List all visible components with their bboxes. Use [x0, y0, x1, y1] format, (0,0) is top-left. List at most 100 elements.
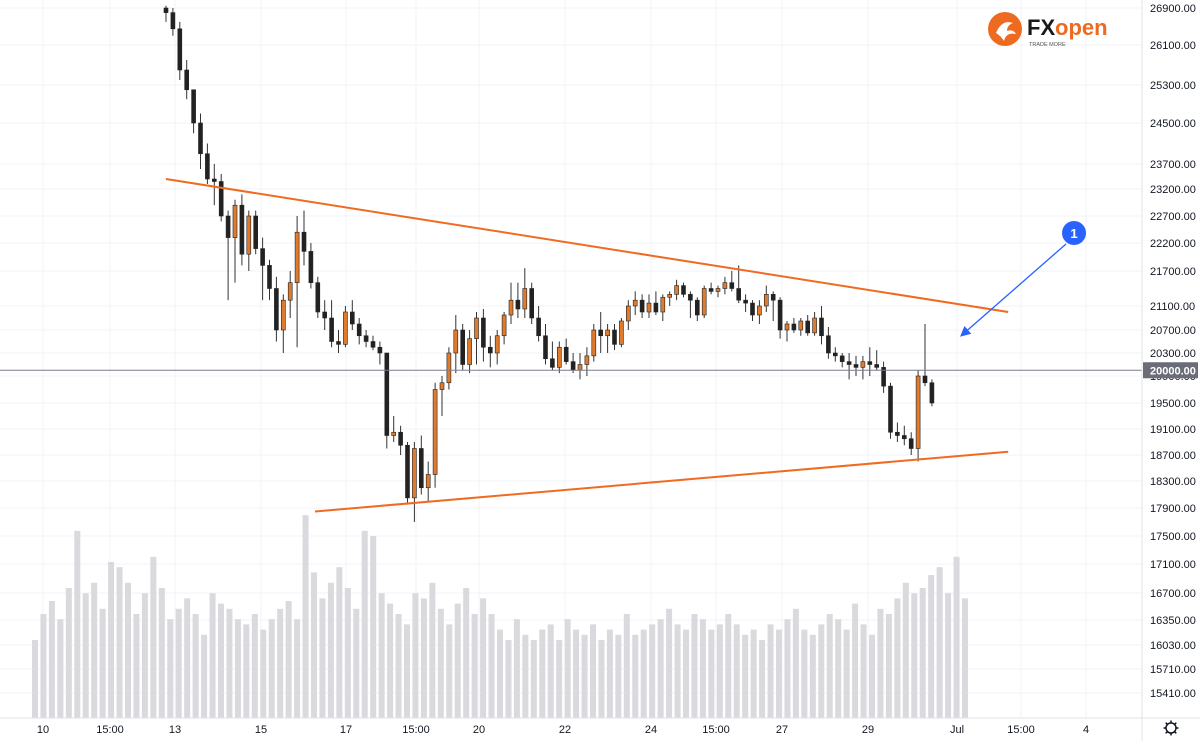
annotation-badge — [1062, 221, 1086, 245]
candle-down — [819, 317, 824, 337]
candle-down — [881, 367, 886, 387]
volume-bar — [125, 582, 131, 718]
candle-down — [867, 361, 873, 365]
candle-down — [487, 346, 493, 354]
volume-bar — [65, 588, 72, 718]
candle-up — [494, 335, 500, 354]
volume-bar — [412, 593, 419, 718]
candle-down — [315, 282, 321, 313]
candles — [163, 5, 935, 522]
volume-bar — [877, 608, 884, 718]
volume-bar — [843, 629, 850, 718]
candle-up — [577, 364, 583, 371]
y-tick-label: 18300.00 — [1150, 476, 1196, 488]
settings-gear-icon[interactable] — [1163, 720, 1179, 736]
candle-down — [853, 364, 859, 368]
current-price-label: 20000.00 — [1150, 365, 1196, 377]
volume-bar — [251, 614, 258, 718]
candle-up — [391, 431, 397, 436]
price-axis[interactable]: 26900.00 26100.00 25300.00 24500.00 23700.00… — [1141, 0, 1198, 741]
candle-up — [763, 294, 769, 307]
candle-up — [294, 231, 300, 283]
volume-bar — [716, 624, 723, 718]
candle-down — [329, 317, 334, 342]
candle-down — [543, 335, 548, 360]
candle-up — [915, 375, 921, 449]
grid — [0, 0, 1142, 718]
candle-down — [163, 7, 169, 13]
candle-up — [722, 282, 728, 289]
x-tick-label: 13 — [169, 724, 181, 736]
volume-bar — [370, 536, 377, 718]
candle-up — [425, 474, 431, 489]
y-tick-label: 22200.00 — [1150, 238, 1196, 250]
candle-down — [205, 153, 210, 180]
candle-down — [598, 329, 604, 337]
volume-bar — [598, 640, 605, 718]
logo-mark: FX open TRADE MORE — [988, 12, 1108, 48]
candle-down — [874, 364, 880, 368]
volume-bar — [150, 556, 157, 718]
volume-bar — [420, 598, 427, 718]
candle-down — [681, 285, 686, 295]
candle-down — [177, 28, 183, 71]
volume-bar — [116, 567, 123, 718]
candle-up — [556, 346, 562, 368]
volume-bar — [234, 619, 241, 718]
volume-bar — [446, 624, 453, 718]
candle-up — [667, 294, 673, 298]
volume-bar — [945, 593, 952, 718]
x-tick-label: 27 — [776, 724, 788, 736]
volume-bar — [674, 624, 681, 718]
y-tick-label: 16030.00 — [1150, 640, 1196, 652]
volume-bar — [387, 603, 394, 718]
logo-text-open: open — [1055, 15, 1108, 40]
candle-down — [274, 288, 279, 331]
candle-down — [239, 204, 245, 255]
volume-bar — [792, 608, 799, 718]
candle-up — [715, 288, 721, 292]
volume-bar — [361, 530, 368, 718]
y-tick-label: 18700.00 — [1150, 450, 1196, 462]
time-axis[interactable]: 10 15:00 13 15 17 15:00 20 22 24 15:00 27 29 Jul 15:0… — [0, 717, 1200, 736]
volume-bar — [936, 567, 943, 718]
candle-down — [777, 299, 783, 331]
candle-up — [812, 317, 817, 334]
x-tick-label: 24 — [645, 724, 657, 736]
candle-up — [501, 314, 507, 337]
candle-down — [418, 448, 424, 489]
volume-bar — [928, 575, 935, 718]
volume-bar — [167, 619, 174, 718]
candle-down — [267, 265, 272, 289]
candle-up — [287, 282, 293, 301]
annotation-arrow — [960, 243, 1067, 337]
x-tick-label: 15 — [255, 724, 267, 736]
annotation-label: 1 — [1070, 226, 1077, 241]
y-tick-label: 23200.00 — [1150, 184, 1196, 196]
volume-bar — [911, 593, 918, 718]
y-tick-label: 26100.00 — [1150, 40, 1196, 52]
volume-bar — [742, 634, 749, 718]
volume-bar — [835, 619, 842, 718]
y-tick-label: 24500.00 — [1150, 118, 1196, 130]
y-tick-label: 26900.00 — [1150, 3, 1196, 15]
candle-down — [301, 231, 307, 252]
volume-bar — [91, 582, 98, 718]
volume-bar — [581, 634, 588, 718]
trendlines — [0, 178, 1142, 513]
candle-down — [805, 320, 811, 334]
volume-bar — [632, 634, 639, 718]
upper-trendline[interactable] — [165, 178, 1009, 313]
volume-bar — [243, 624, 250, 718]
candle-down — [363, 335, 369, 342]
x-tick-label: 15:00 — [96, 724, 124, 736]
candle-down — [736, 288, 742, 301]
lower-trendline[interactable] — [314, 450, 1009, 513]
candle-down — [515, 299, 521, 310]
candle-up — [446, 352, 452, 384]
candle-up — [591, 329, 597, 357]
volume-bar — [919, 588, 926, 718]
volume-bar — [378, 593, 385, 718]
